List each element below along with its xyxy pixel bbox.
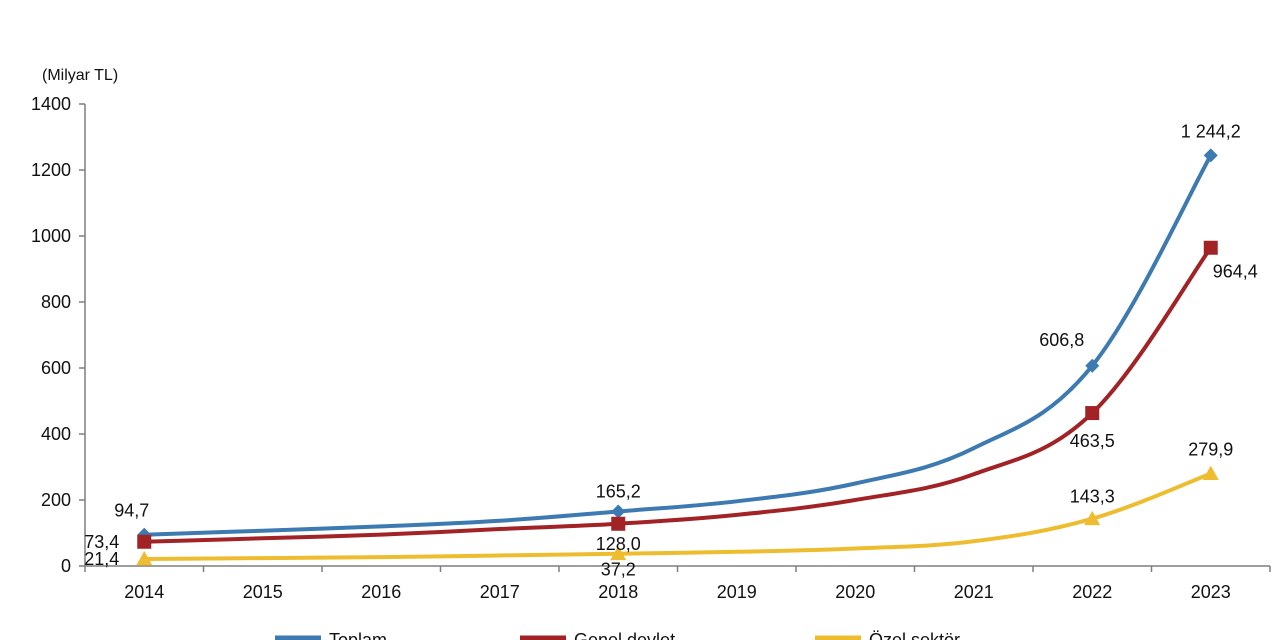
x-tick-label: 2015 — [243, 582, 283, 602]
series-0-point-marker — [1085, 358, 1100, 373]
data-label: 606,8 — [1039, 330, 1084, 350]
series-layer — [136, 148, 1219, 566]
data-label: 143,3 — [1070, 487, 1115, 507]
series-line-2 — [142, 471, 1213, 561]
series-line-0 — [142, 153, 1213, 537]
series-line-1 — [142, 245, 1213, 544]
y-axis-unit-label: (Milyar TL) — [42, 67, 118, 84]
series-1-point-marker — [1085, 406, 1100, 421]
legend: Toplam Genel devlet Özel sektör — [275, 630, 960, 640]
x-tick-label: 2021 — [954, 582, 994, 602]
data-label: 21,4 — [84, 549, 119, 569]
x-tick-label: 2017 — [480, 582, 520, 602]
series-2-point-marker — [1084, 510, 1101, 526]
series-2-point-marker — [610, 545, 627, 561]
legend-label: Toplam — [329, 630, 387, 640]
y-tick-label: 1000 — [31, 226, 71, 246]
x-tick-label: 2018 — [598, 582, 638, 602]
data-label: 1 244,2 — [1181, 121, 1241, 141]
series-0-point-marker — [611, 504, 626, 519]
x-tick-label: 2014 — [124, 582, 164, 602]
y-tick-label: 0 — [61, 556, 71, 576]
data-label: 73,4 — [84, 532, 119, 552]
series-1-point-marker — [137, 534, 152, 549]
legend-label: Özel sektör — [869, 630, 960, 640]
y-tick-label: 1200 — [31, 160, 71, 180]
y-tick-label: 400 — [41, 424, 71, 444]
y-tick-label: 600 — [41, 358, 71, 378]
series-0-point-marker — [1203, 148, 1218, 163]
legend-label: Genel devlet — [574, 630, 675, 640]
y-tick-label: 1400 — [31, 94, 71, 114]
x-tick-label: 2019 — [717, 582, 757, 602]
axes: 0 200 400 600 800 1000 1200 1400 2014 2015 2016 201… — [31, 94, 1271, 602]
data-label: 94,7 — [114, 501, 149, 521]
data-label: 165,2 — [596, 481, 641, 501]
y-tick-label: 200 — [41, 490, 71, 510]
y-tick-label: 800 — [41, 292, 71, 312]
data-label: 279,9 — [1188, 440, 1233, 460]
data-label: 128,0 — [596, 534, 641, 554]
series-1-point-marker — [611, 516, 626, 531]
x-tick-label: 2016 — [361, 582, 401, 602]
data-labels: 94,7 165,2 606,8 1 244,2 73,4 128,0 463,5 964,4… — [84, 121, 1258, 579]
data-label: 964,4 — [1213, 262, 1258, 282]
data-label: 37,2 — [601, 560, 636, 580]
x-tick-label: 2023 — [1191, 582, 1231, 602]
data-label: 463,5 — [1070, 431, 1115, 451]
x-tick-label: 2020 — [835, 582, 875, 602]
series-1-point-marker — [1203, 240, 1218, 255]
series-2-point-marker — [1202, 465, 1219, 481]
x-tick-label: 2022 — [1072, 582, 1112, 602]
series-2-point-marker — [136, 550, 153, 566]
